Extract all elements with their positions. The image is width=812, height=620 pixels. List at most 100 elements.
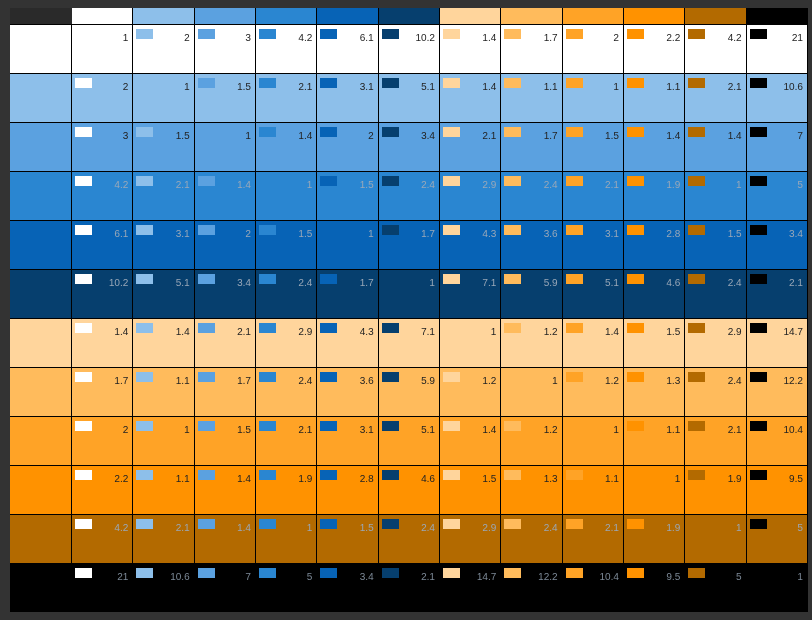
contrast-cell: 1.5	[255, 220, 318, 269]
contrast-cell: 10.2	[378, 24, 440, 73]
contrast-ratio: 2.1	[298, 425, 313, 436]
contrast-ratio: 2.1	[605, 523, 619, 534]
text-color-swatch	[136, 421, 154, 431]
text-color-swatch	[75, 372, 92, 382]
contrast-cell: 3.1	[317, 73, 379, 122]
text-color-swatch	[504, 323, 522, 333]
contrast-cell: 21	[72, 563, 134, 612]
contrast-ratio: 4.3	[359, 327, 374, 338]
contrast-cell: 1.4	[194, 514, 256, 563]
contrast-ratio: 2	[368, 131, 374, 142]
text-color-swatch	[442, 78, 460, 88]
text-color-swatch	[320, 568, 338, 578]
contrast-ratio: 1	[674, 474, 681, 485]
contrast-cell: 2	[72, 416, 134, 465]
contrast-cell: 2.1	[378, 563, 440, 612]
contrast-ratio: 1.1	[605, 474, 619, 485]
text-color-swatch	[197, 274, 215, 284]
contrast-ratio: 1.4	[482, 425, 497, 436]
column-header-white	[72, 8, 134, 24]
contrast-cell: 1.9	[623, 171, 686, 220]
contrast-ratio: 2.8	[666, 229, 681, 240]
contrast-cell: 1.5	[317, 514, 379, 563]
contrast-cell: 10.4	[746, 416, 808, 465]
text-color-swatch	[504, 274, 522, 284]
text-color-swatch	[688, 568, 706, 578]
contrast-cell: 1	[501, 367, 563, 416]
contrast-ratio: 5	[797, 180, 803, 191]
contrast-ratio: 1.2	[482, 376, 497, 387]
text-color-swatch	[197, 176, 215, 186]
contrast-ratio: 2.4	[727, 376, 742, 387]
text-color-swatch	[320, 274, 338, 284]
contrast-ratio: 2.1	[175, 180, 190, 191]
contrast-ratio: 1.4	[666, 131, 681, 142]
text-color-swatch	[626, 372, 644, 382]
text-color-swatch	[626, 568, 644, 578]
text-color-swatch	[626, 225, 644, 235]
contrast-cell: 7	[194, 563, 256, 612]
contrast-cell: 1	[746, 563, 808, 612]
contrast-ratio: 4.2	[727, 33, 742, 44]
column-header-black	[746, 8, 808, 24]
contrast-ratio: 5.9	[421, 376, 435, 387]
text-color-swatch	[258, 29, 276, 39]
contrast-cell: 2.4	[685, 367, 747, 416]
contrast-ratio: 5.1	[421, 82, 435, 93]
contrast-cell: 2.4	[501, 171, 563, 220]
text-color-swatch	[258, 225, 276, 235]
text-color-swatch	[197, 323, 215, 333]
column-header-sky-blue	[194, 8, 256, 24]
text-color-swatch	[749, 470, 767, 480]
contrast-cell: 2.4	[501, 514, 563, 563]
text-color-swatch	[320, 176, 338, 186]
text-color-swatch	[749, 29, 767, 39]
text-color-swatch	[688, 470, 706, 480]
text-color-swatch	[626, 29, 644, 39]
contrast-cell: 1.9	[255, 465, 318, 514]
text-color-swatch	[258, 323, 276, 333]
contrast-cell: 2.1	[562, 171, 624, 220]
contrast-cell: 1.4	[72, 318, 134, 367]
text-color-swatch	[504, 176, 522, 186]
contrast-cell: 1	[378, 269, 440, 318]
text-color-swatch	[442, 421, 460, 431]
contrast-cell: 2.4	[685, 269, 747, 318]
column-header-peach	[439, 8, 502, 24]
contrast-cell: 1.5	[194, 73, 256, 122]
contrast-ratio: 1.4	[605, 327, 619, 338]
contrast-cell: 1	[72, 24, 134, 73]
contrast-ratio: 7.1	[482, 278, 497, 289]
contrast-cell: 7.1	[378, 318, 440, 367]
contrast-cell: 2.9	[255, 318, 318, 367]
contrast-ratio: 1.1	[666, 425, 681, 436]
text-color-swatch	[258, 568, 276, 578]
contrast-ratio: 4.2	[114, 180, 129, 191]
contrast-cell: 2.1	[746, 269, 808, 318]
text-color-swatch	[320, 225, 338, 235]
contrast-cell: 2.2	[623, 24, 686, 73]
text-color-swatch	[197, 568, 215, 578]
contrast-cell: 2.8	[623, 220, 686, 269]
text-color-swatch	[258, 127, 276, 137]
text-color-swatch	[197, 29, 215, 39]
column-header-light-blue	[133, 8, 195, 24]
contrast-ratio: 2.1	[727, 425, 742, 436]
contrast-cell: 1.4	[255, 122, 318, 171]
contrast-ratio: 2.1	[605, 180, 619, 191]
contrast-ratio: 5.1	[421, 425, 435, 436]
contrast-cell: 1	[317, 220, 379, 269]
text-color-swatch	[749, 323, 767, 333]
contrast-ratio: 2	[122, 425, 129, 436]
contrast-cell: 1.5	[133, 122, 195, 171]
contrast-ratio: 1.9	[666, 523, 681, 534]
text-color-swatch	[381, 274, 399, 284]
text-color-swatch	[320, 323, 338, 333]
contrast-ratio: 10.6	[170, 572, 190, 583]
contrast-ratio: 1	[429, 278, 435, 289]
row-header-navy-blue	[10, 269, 72, 318]
contrast-ratio: 1.4	[175, 327, 190, 338]
text-color-swatch	[749, 78, 767, 88]
contrast-cell: 1.5	[562, 122, 624, 171]
text-color-swatch	[688, 29, 706, 39]
